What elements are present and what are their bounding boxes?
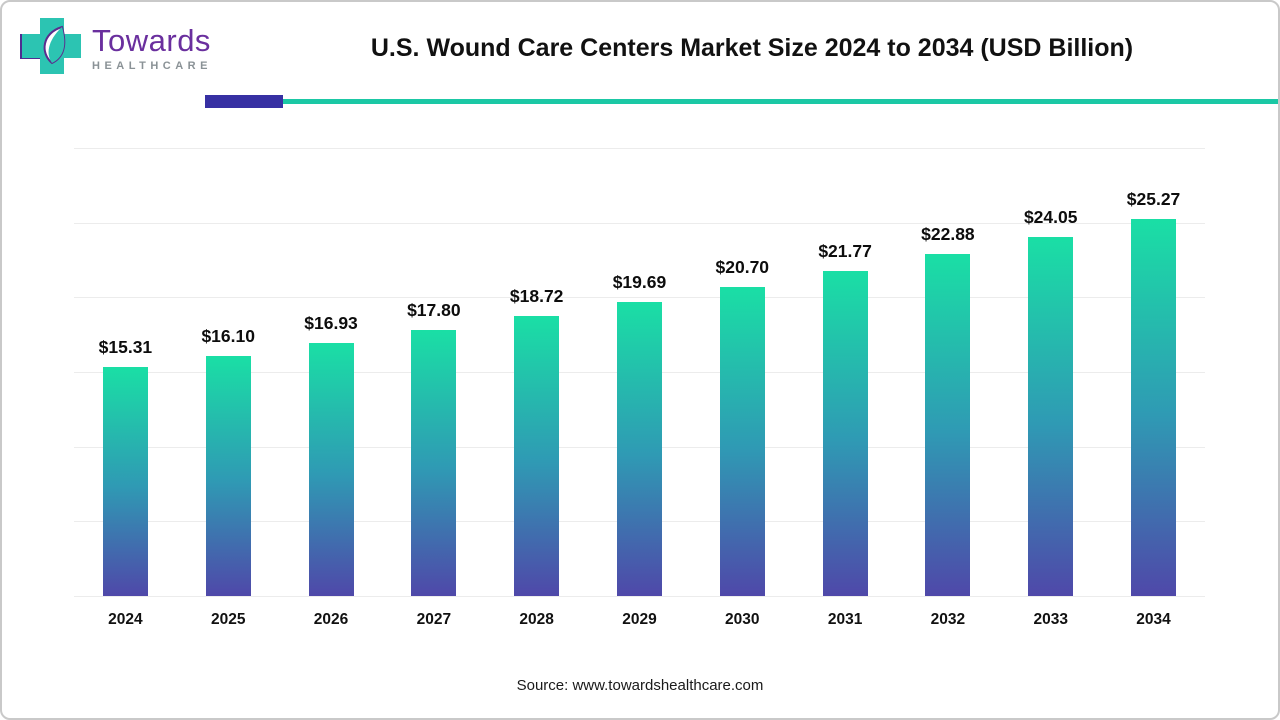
bar-column: $16.10 — [177, 148, 280, 596]
bar-value-label: $15.31 — [98, 337, 153, 358]
gridline — [74, 148, 1205, 149]
bar-column: $16.93 — [280, 148, 383, 596]
bar — [514, 316, 560, 596]
source-text: Source: www.towardshealthcare.com — [516, 677, 764, 694]
plot-area: $15.31 $16.10 $16.93 $17.80 $18.72 $19.69 $20.… — [74, 148, 1205, 597]
divider-accent-purple — [205, 94, 283, 108]
bar-value-label: $19.69 — [612, 271, 667, 292]
bar-value-label: $24.05 — [1023, 206, 1078, 227]
bar-column: $18.72 — [485, 148, 588, 596]
bars-row: $15.31 $16.10 $16.93 $17.80 $18.72 $19.69 $20.… — [74, 148, 1205, 596]
logo: Towards HEALTHCARE — [20, 17, 252, 80]
logo-brand-text: Towards — [92, 22, 211, 58]
x-tick-label: 2028 — [519, 611, 554, 628]
gridline — [74, 297, 1205, 299]
x-tick-label: 2034 — [1136, 611, 1171, 628]
bar-column: $19.69 — [588, 148, 691, 596]
bar-column: $22.88 — [897, 148, 1000, 596]
bar-chart: $15.31 $16.10 $16.93 $17.80 $18.72 $19.69 $20.… — [74, 148, 1205, 629]
gridline — [74, 222, 1205, 224]
x-tick-label: 2029 — [622, 611, 657, 628]
bar-value-label: $18.72 — [509, 286, 564, 307]
bar — [102, 367, 148, 596]
x-tick-label: 2024 — [108, 611, 143, 628]
bar — [822, 270, 868, 596]
bar — [308, 343, 354, 596]
x-tick-label: 2032 — [930, 611, 966, 628]
logo-sub-text: HEALTHCARE — [92, 59, 212, 72]
bar-column: $25.27 — [1102, 148, 1205, 596]
logo-text: Towards HEALTHCARE — [92, 25, 212, 72]
x-tick-label: 2033 — [1033, 611, 1068, 628]
bar-column: $17.80 — [382, 148, 485, 596]
bar — [411, 330, 457, 596]
divider-line-teal — [283, 98, 1278, 104]
towards-healthcare-cross-leaf-icon — [20, 17, 82, 80]
divider — [205, 94, 1278, 108]
bar-column: $24.05 — [999, 148, 1102, 596]
bar-column: $20.70 — [691, 148, 794, 596]
gridline — [74, 596, 1205, 597]
bar-column: $21.77 — [794, 148, 897, 596]
bar — [719, 286, 765, 596]
x-tick-label: 2025 — [210, 611, 246, 628]
bar-value-label: $16.93 — [304, 313, 358, 334]
x-tick-label: 2027 — [416, 611, 452, 628]
bar-value-label: $22.88 — [921, 224, 975, 245]
bar — [205, 355, 251, 596]
x-tick-label: 2031 — [827, 611, 863, 628]
x-tick-label: 2026 — [313, 611, 349, 628]
bar — [616, 301, 662, 596]
x-axis: 2024 2025 2026 2027 2028 2029 2030 2031 2032 2033… — [74, 611, 1205, 629]
bar — [925, 254, 971, 596]
bar — [1131, 218, 1177, 596]
bar-value-label: $16.10 — [201, 325, 255, 346]
chart-title: U.S. Wound Care Centers Market Size 2024… — [370, 33, 1134, 62]
bar-value-label: $25.27 — [1126, 188, 1181, 209]
header: Towards HEALTHCARE U.S. Wound Care Cente… — [2, 2, 1278, 94]
x-tick-label: 2030 — [725, 611, 760, 628]
bar-value-label: $17.80 — [407, 300, 461, 321]
bar-column: $15.31 — [74, 148, 177, 596]
bar-value-label: $20.70 — [715, 256, 770, 277]
bar — [1028, 236, 1074, 596]
bar-value-label: $21.77 — [818, 240, 872, 261]
